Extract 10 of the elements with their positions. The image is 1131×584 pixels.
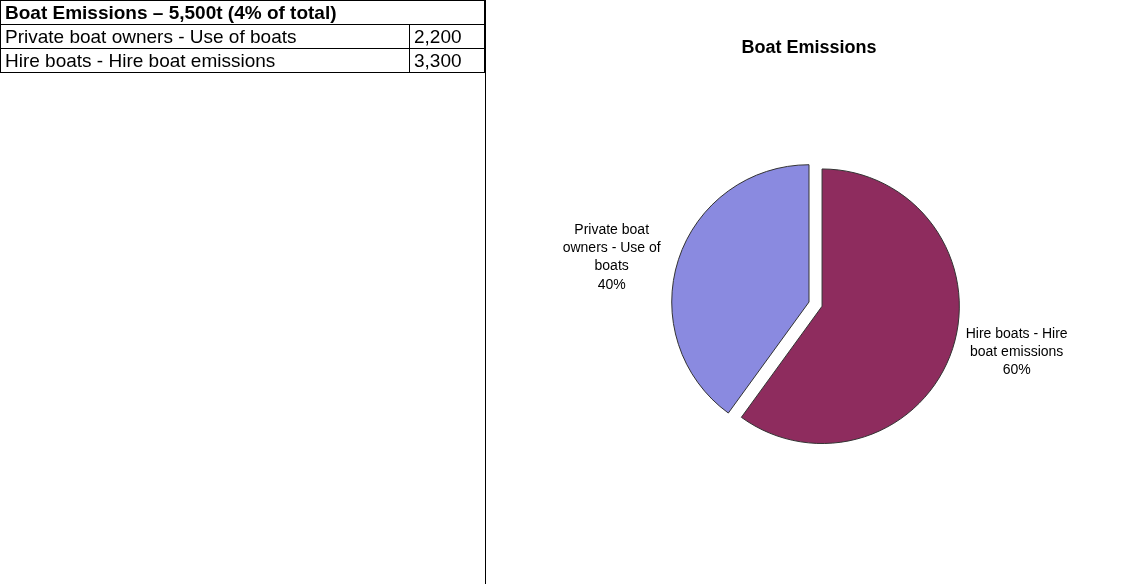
text: 2,200 (409, 24, 485, 49)
slice-label: Hire boats - Hire boat emissions (965, 324, 1068, 360)
data-label: 60% (1002, 361, 1031, 378)
text: 3,300 (409, 48, 485, 73)
text: Boat Emissions – 5,500t (4% of total) (0, 0, 485, 25)
slice-label: Private boat owners - Use of boats (562, 220, 661, 274)
text: Private boat owners - Use of boats (0, 24, 410, 49)
chart-title: Boat Emissions (741, 37, 877, 58)
text: Hire boats - Hire boat emissions (0, 48, 410, 73)
data-label: 40% (597, 275, 626, 292)
